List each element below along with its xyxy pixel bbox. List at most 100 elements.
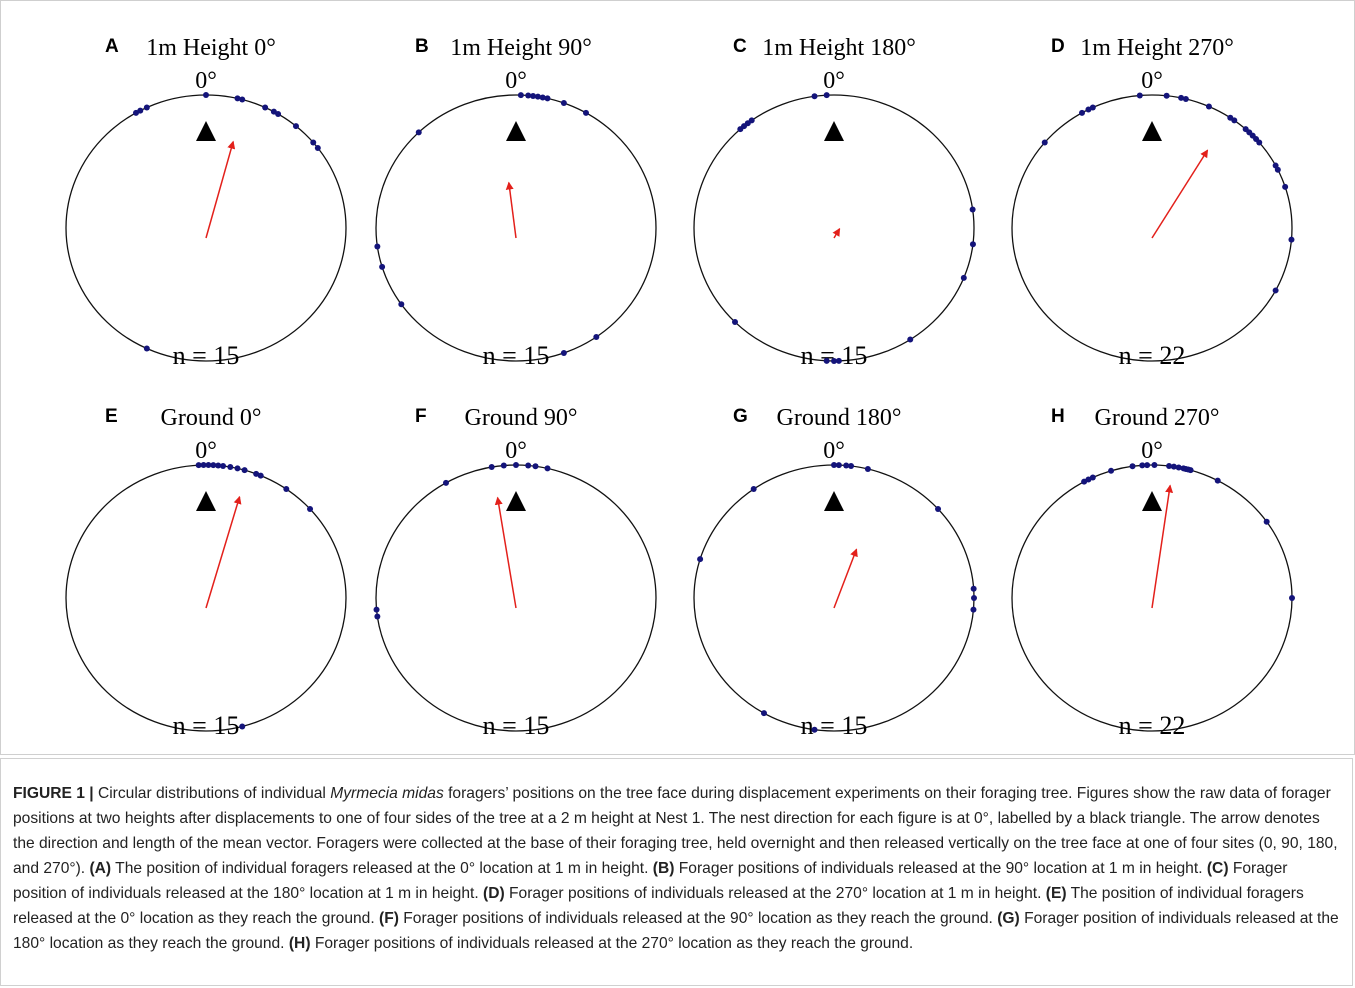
caption-text: Forager position of individuals released…: [13, 910, 1339, 952]
zero-label: 0°: [505, 68, 527, 94]
panel: B 1m Height 90° 0° n = 15: [374, 35, 657, 370]
forager-point: [379, 263, 386, 270]
forager-point: [761, 710, 767, 717]
forager-point: [234, 95, 241, 102]
forager-point: [1231, 117, 1238, 124]
forager-point: [143, 345, 150, 352]
forager-point: [697, 556, 704, 563]
forager-point: [835, 357, 842, 364]
zero-label: 0°: [1141, 438, 1163, 464]
forager-point: [907, 336, 914, 343]
forager-point: [1274, 166, 1281, 173]
caption-text: Circular distributions of individual: [93, 785, 331, 802]
forager-point: [203, 92, 209, 98]
forager-point: [373, 606, 380, 613]
forager-point: [532, 463, 539, 470]
forager-point: [210, 462, 217, 469]
nest-marker: [1142, 491, 1162, 511]
caption-text: Forager positions of individuals release…: [674, 860, 1207, 877]
panel-title: 1m Height 270°: [1080, 35, 1234, 61]
n-label: n = 22: [1119, 711, 1186, 740]
forager-point: [1256, 139, 1263, 146]
nest-marker: [1142, 121, 1162, 141]
forager-point: [205, 462, 212, 469]
forager-point: [560, 349, 567, 356]
zero-label: 0°: [823, 438, 845, 464]
forager-point: [200, 462, 207, 469]
nest-marker: [196, 491, 216, 511]
forager-point: [1263, 518, 1270, 525]
forager-point: [517, 92, 524, 99]
forager-point: [253, 470, 260, 477]
panel: C 1m Height 180° 0° n = 15: [693, 35, 976, 370]
mean-vector: [833, 548, 858, 609]
forager-point: [307, 506, 314, 513]
mean-vector: [1151, 149, 1209, 239]
forager-point: [544, 465, 551, 472]
forager-point: [748, 117, 755, 124]
forager-point: [1187, 467, 1194, 474]
panel-letter: F: [415, 406, 427, 427]
forager-point: [488, 464, 495, 471]
panel-title: Ground 180°: [777, 405, 902, 431]
forager-point: [823, 92, 830, 99]
forager-point: [215, 462, 222, 469]
forager-point: [843, 462, 850, 469]
panel-letter: G: [733, 406, 748, 427]
forager-point: [239, 96, 246, 103]
caption-text: Forager position of individuals released…: [13, 860, 1288, 902]
zero-label: 0°: [195, 438, 217, 464]
forager-point: [1139, 462, 1146, 469]
forager-point: [374, 243, 381, 250]
forager-point: [811, 726, 818, 733]
forager-point: [292, 123, 299, 130]
forager-point: [374, 613, 381, 620]
n-label: n = 15: [801, 711, 868, 740]
panel-letter: H: [1051, 406, 1065, 427]
forager-point: [544, 95, 551, 102]
forager-point: [750, 486, 757, 493]
forager-point: [283, 486, 290, 493]
forager-point: [971, 595, 977, 601]
forager-point: [835, 462, 842, 469]
forager-point: [275, 110, 282, 117]
caption-text: The position of individual foragers rele…: [111, 860, 653, 877]
zero-label: 0°: [195, 68, 217, 94]
forager-point: [525, 92, 532, 99]
forager-point: [1041, 139, 1048, 146]
panel-letter: A: [105, 36, 119, 57]
forager-point: [1163, 92, 1170, 99]
forager-point: [969, 241, 976, 248]
forager-point: [593, 333, 600, 340]
mean-vector: [505, 181, 517, 239]
forager-point: [137, 107, 144, 114]
panel-letter: D: [1051, 36, 1065, 57]
forager-point: [500, 462, 507, 469]
caption-ref: (D): [483, 885, 505, 902]
caption-text: The position of individual foragers rele…: [13, 885, 1304, 927]
mean-vector: [205, 140, 236, 239]
zero-label: 0°: [505, 438, 527, 464]
forager-point: [1288, 236, 1295, 243]
figure: A 1m Height 0° 0° n = 15 B 1m Height 90° 0° n =…: [0, 0, 1355, 755]
panel-letter: C: [733, 36, 747, 57]
panel: A 1m Height 0° 0° n = 15: [65, 35, 347, 370]
forager-point: [310, 139, 317, 146]
forager-point: [935, 506, 942, 513]
forager-point: [1129, 463, 1136, 470]
nest-marker: [196, 121, 216, 141]
forager-point: [732, 319, 739, 326]
forager-point: [314, 144, 321, 151]
caption-text: foragers’ positions on the tree face dur…: [13, 785, 1338, 877]
panel-title: 1m Height 180°: [762, 35, 916, 61]
panel-title: Ground 270°: [1095, 405, 1220, 431]
mean-vector: [832, 227, 841, 239]
caption-text: Forager positions of individuals release…: [310, 935, 914, 952]
forager-point: [257, 472, 264, 479]
forager-point: [970, 585, 977, 592]
n-label: n = 15: [483, 341, 550, 370]
forager-point: [831, 462, 837, 468]
forager-point: [1272, 287, 1279, 294]
forager-point: [415, 129, 422, 136]
